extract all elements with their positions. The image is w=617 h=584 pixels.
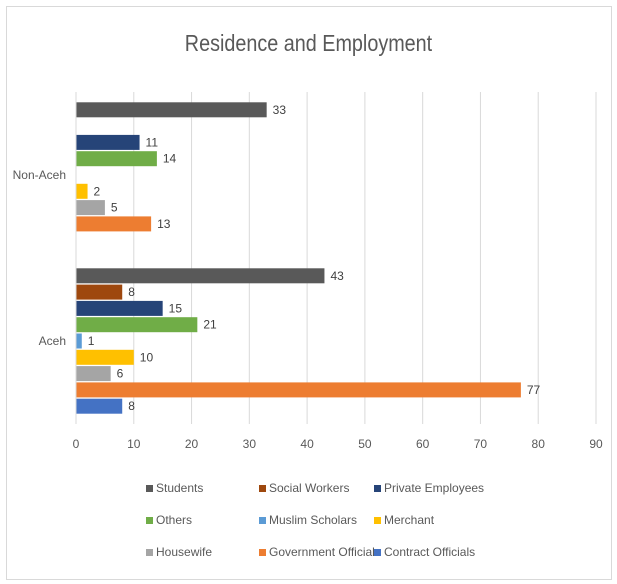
legend-label-students: Students — [156, 481, 203, 495]
data-label-muslim-scholars-aceh: 1 — [88, 334, 95, 348]
x-tick-label-90: 90 — [589, 437, 603, 451]
x-tick-label-0: 0 — [73, 437, 80, 451]
legend-label-others: Others — [156, 513, 192, 527]
legend-swatch-social-workers — [259, 485, 266, 492]
data-label-government-officials-non-aceh: 13 — [157, 217, 171, 231]
bar-muslim-scholars-aceh — [76, 333, 82, 349]
legend-swatch-merchant — [374, 517, 381, 524]
x-tick-label-10: 10 — [127, 437, 141, 451]
legend-label-government-officials: Government Officials — [269, 545, 381, 559]
data-label-contract-officials-aceh: 8 — [128, 399, 135, 413]
bar-housewife-non-aceh — [76, 200, 105, 216]
bar-government-officials-aceh — [76, 382, 521, 398]
legend-label-muslim-scholars: Muslim Scholars — [269, 513, 357, 527]
bar-merchant-non-aceh — [76, 183, 88, 199]
bar-government-officials-non-aceh — [76, 216, 152, 232]
bar-students-non-aceh — [76, 102, 267, 118]
category-label-aceh: Aceh — [39, 334, 66, 348]
legend-label-merchant: Merchant — [384, 513, 435, 527]
bar-private-employees-aceh — [76, 300, 163, 316]
bar-others-aceh — [76, 317, 198, 333]
data-label-others-non-aceh: 14 — [163, 152, 177, 166]
x-tick-label-40: 40 — [300, 437, 314, 451]
legend-swatch-students — [146, 485, 153, 492]
legend-label-housewife: Housewife — [156, 545, 212, 559]
bar-private-employees-non-aceh — [76, 134, 140, 150]
legend-swatch-others — [146, 517, 153, 524]
bar-social-workers-aceh — [76, 284, 123, 300]
data-label-students-aceh: 43 — [330, 269, 344, 283]
data-label-merchant-aceh: 10 — [140, 350, 154, 364]
category-label-non-aceh: Non-Aceh — [13, 168, 66, 182]
bar-housewife-aceh — [76, 366, 111, 382]
x-tick-label-60: 60 — [416, 437, 430, 451]
legend-swatch-housewife — [146, 549, 153, 556]
legend-swatch-private-employees — [374, 485, 381, 492]
data-label-private-employees-aceh: 15 — [169, 301, 183, 315]
x-tick-label-70: 70 — [474, 437, 488, 451]
data-label-housewife-aceh: 6 — [117, 367, 124, 381]
x-tick-label-30: 30 — [243, 437, 257, 451]
chart-title: Residence and Employment — [184, 30, 433, 56]
data-label-others-aceh: 21 — [203, 318, 217, 332]
legend-label-contract-officials: Contract Officials — [384, 545, 475, 559]
bar-students-aceh — [76, 268, 325, 284]
data-label-private-employees-non-aceh: 11 — [146, 135, 159, 149]
bar-others-non-aceh — [76, 151, 157, 167]
bar-merchant-aceh — [76, 349, 134, 365]
data-label-merchant-non-aceh: 2 — [94, 184, 101, 198]
legend-swatch-contract-officials — [374, 549, 381, 556]
legend-swatch-government-officials — [259, 549, 266, 556]
x-tick-label-20: 20 — [185, 437, 199, 451]
data-label-government-officials-aceh: 77 — [527, 383, 541, 397]
data-label-housewife-non-aceh: 5 — [111, 201, 118, 215]
bar-contract-officials-aceh — [76, 398, 123, 414]
data-label-students-non-aceh: 33 — [273, 103, 287, 117]
legend-swatch-muslim-scholars — [259, 517, 266, 524]
x-tick-label-50: 50 — [358, 437, 372, 451]
data-label-social-workers-aceh: 8 — [128, 285, 135, 299]
x-tick-label-80: 80 — [532, 437, 546, 451]
legend-label-social-workers: Social Workers — [269, 481, 349, 495]
legend-label-private-employees: Private Employees — [384, 481, 484, 495]
